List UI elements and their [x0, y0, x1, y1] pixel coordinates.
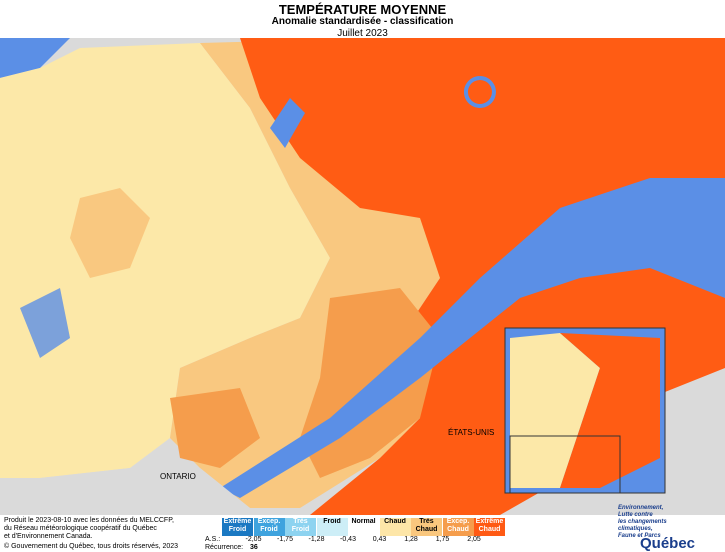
map-label: ONTARIO [160, 472, 196, 481]
legend-threshold: -1,75 [277, 536, 293, 543]
legend-class: Extrême Froid [222, 518, 253, 536]
logo-line: Lutte contre [618, 512, 653, 518]
logo-name: Québec [640, 535, 696, 552]
recurrence-label: Récurrence: [205, 544, 244, 551]
legend-threshold: -0,43 [340, 536, 356, 543]
legend-class: Chaud [379, 518, 411, 536]
logo-line: les changements [618, 519, 667, 525]
legend-class: Très Chaud [411, 518, 442, 536]
copyright: © Gouvernement du Québec, tous droits ré… [4, 543, 179, 550]
legend-class: Normal [348, 518, 379, 536]
logo: Environnement, Lutte contre les changement… [618, 505, 667, 540]
legend-threshold: -1,28 [308, 536, 325, 543]
legend-threshold: 1,75 [435, 536, 450, 543]
credit-line: du Réseau météorologique coopératif du Q… [4, 525, 157, 532]
legend-class: Extrême Chaud [474, 518, 505, 536]
logo-line: climatiques, [618, 526, 653, 532]
legend-threshold: 2,05 [467, 536, 481, 543]
title: TEMPÉRATURE MOYENNE [278, 2, 447, 17]
logo-line: Environnement, [618, 505, 664, 511]
legend-threshold: 1,28 [404, 536, 418, 543]
logo-line: Faune et Parcs [618, 533, 661, 539]
subtitle: Anomalie standardisée - classification [271, 16, 454, 27]
period: Juillet 2023 [337, 28, 388, 39]
credit-line: et d'Environnement Canada. [4, 533, 93, 540]
credit-line: Produit le 2023-08-10 avec les données d… [4, 517, 174, 524]
as-label: A.S.: [205, 536, 221, 543]
legend-class: Excep. Froid [253, 518, 285, 536]
recurrence-value: 36 [250, 544, 258, 551]
credits: Produit le 2023-08-10 avec les données d… [4, 517, 174, 541]
map [0, 38, 725, 515]
legend-class: Excep. Chaud [442, 518, 474, 536]
legend-class: Froid [316, 518, 348, 536]
legend-threshold: -2,05 [245, 536, 262, 543]
map-label: ÉTATS-UNIS [448, 428, 495, 437]
legend-class: Très Froid [285, 518, 316, 536]
legend-threshold: 0,43 [372, 536, 387, 543]
